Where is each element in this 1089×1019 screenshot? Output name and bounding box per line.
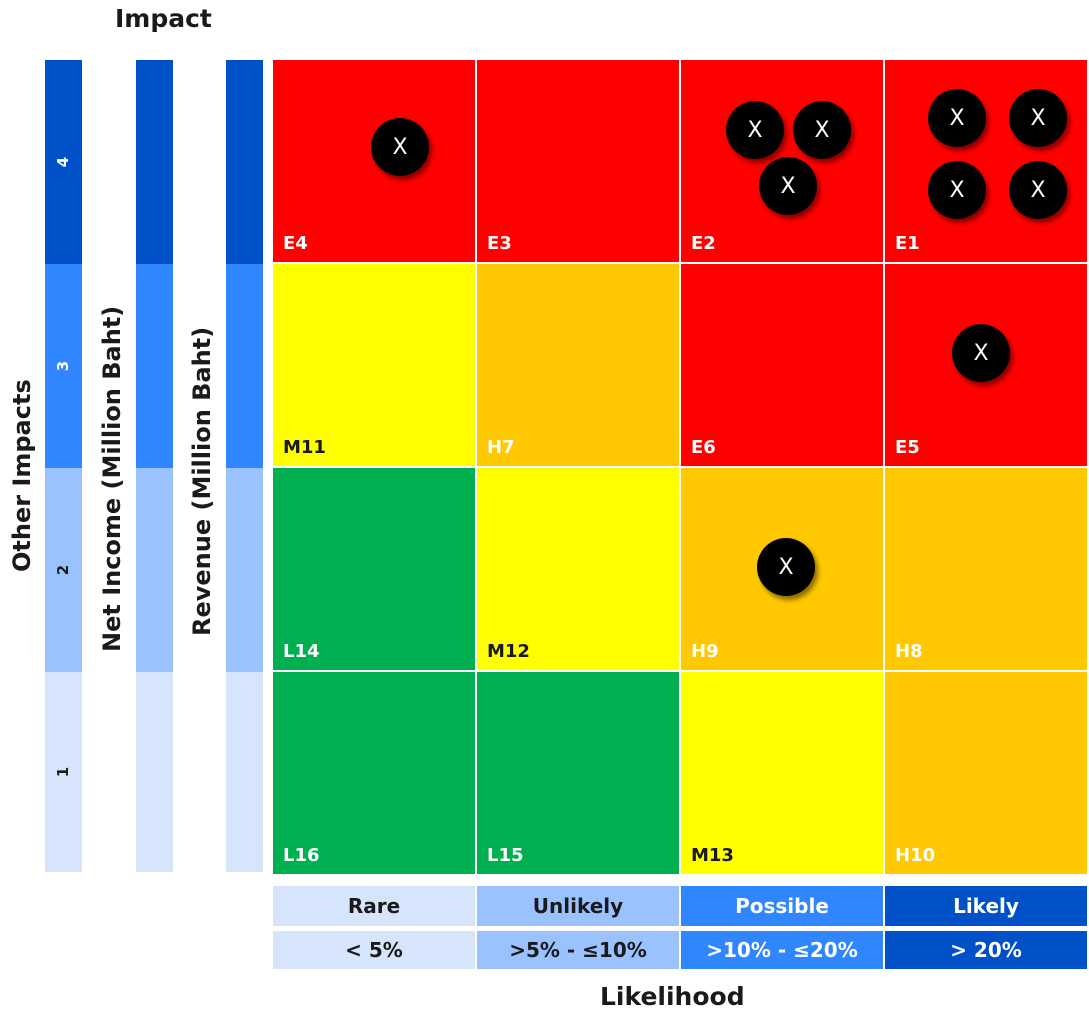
risk-marker: X	[952, 324, 1010, 382]
risk-cell-l15: L15	[477, 672, 679, 874]
impact-axis-label-3: Revenue (Million Baht)	[188, 326, 216, 636]
likelihood-range-4: > 20%	[885, 931, 1087, 969]
risk-cell-code: M12	[487, 641, 530, 662]
risk-marker: X	[928, 161, 986, 219]
impact-axis-label-2: Net Income (Million Baht)	[98, 305, 126, 652]
risk-cell-e4: E4 X	[273, 60, 475, 262]
impact-bar-1-segment-3: 3	[45, 264, 82, 468]
risk-marker: X	[757, 538, 815, 596]
impact-bar-1-segment-1: 1	[45, 672, 82, 872]
risk-cell-l14: L14	[273, 468, 475, 670]
impact-bar-1-segment-4: 4	[45, 60, 82, 264]
likelihood-category-4: Likely	[885, 886, 1087, 926]
risk-marker: X	[1009, 161, 1067, 219]
risk-marker: X	[928, 89, 986, 147]
risk-cell-l16: L16	[273, 672, 475, 874]
risk-cell-code: M11	[283, 437, 326, 458]
risk-cell-code: H9	[691, 641, 719, 662]
impact-axis-label-1: Other Impacts	[8, 379, 36, 572]
likelihood-range-1: < 5%	[273, 931, 475, 969]
likelihood-category-1: Rare	[273, 886, 475, 926]
impact-level-number: 2	[54, 564, 73, 576]
risk-cell-e2: E2 X X X	[681, 60, 883, 262]
impact-bar-3-segment-1	[226, 672, 263, 872]
impact-bar-3-segment-3	[226, 264, 263, 468]
risk-cell-code: E2	[691, 233, 716, 254]
impact-bar-3-segment-4	[226, 60, 263, 264]
risk-cell-code: H7	[487, 437, 515, 458]
risk-cell-h10: H10	[885, 672, 1087, 874]
risk-cell-e3: E3	[477, 60, 679, 262]
risk-cell-code: E6	[691, 437, 716, 458]
risk-cell-code: H8	[895, 641, 923, 662]
risk-marker: X	[726, 101, 784, 159]
risk-cell-e1: E1 X X X X	[885, 60, 1087, 262]
risk-cell-code: E4	[283, 233, 308, 254]
risk-marker: X	[1009, 89, 1067, 147]
risk-cell-e6: E6	[681, 264, 883, 466]
impact-bar-1-segment-2: 2	[45, 468, 82, 672]
impact-level-number: 1	[54, 766, 73, 778]
risk-marker: X	[793, 101, 851, 159]
risk-cell-code: H10	[895, 845, 936, 866]
likelihood-range-3: >10% - ≤20%	[681, 931, 883, 969]
risk-cell-m12: M12	[477, 468, 679, 670]
impact-bar-2-segment-2	[136, 468, 173, 672]
likelihood-axis-title: Likelihood	[600, 982, 745, 1011]
risk-cell-code: L16	[283, 845, 320, 866]
risk-cell-code: E3	[487, 233, 512, 254]
impact-level-number: 3	[54, 360, 73, 372]
risk-cell-m13: M13	[681, 672, 883, 874]
risk-marker: X	[371, 118, 429, 176]
likelihood-category-2: Unlikely	[477, 886, 679, 926]
likelihood-range-2: >5% - ≤10%	[477, 931, 679, 969]
impact-bar-2-segment-4	[136, 60, 173, 264]
risk-cell-code: E1	[895, 233, 920, 254]
risk-cell-e5: E5 X	[885, 264, 1087, 466]
risk-marker: X	[759, 157, 817, 215]
impact-bar-2-segment-3	[136, 264, 173, 468]
likelihood-category-3: Possible	[681, 886, 883, 926]
impact-axis-title: Impact	[115, 4, 212, 33]
risk-cell-h7: H7	[477, 264, 679, 466]
risk-cell-code: E5	[895, 437, 920, 458]
impact-bar-3-segment-2	[226, 468, 263, 672]
risk-cell-code: M13	[691, 845, 734, 866]
risk-cell-h9: H9 X	[681, 468, 883, 670]
risk-cell-code: L15	[487, 845, 524, 866]
impact-level-number: 4	[54, 156, 73, 168]
risk-cell-h8: H8	[885, 468, 1087, 670]
risk-cell-m11: M11	[273, 264, 475, 466]
impact-bar-2-segment-1	[136, 672, 173, 872]
risk-cell-code: L14	[283, 641, 320, 662]
